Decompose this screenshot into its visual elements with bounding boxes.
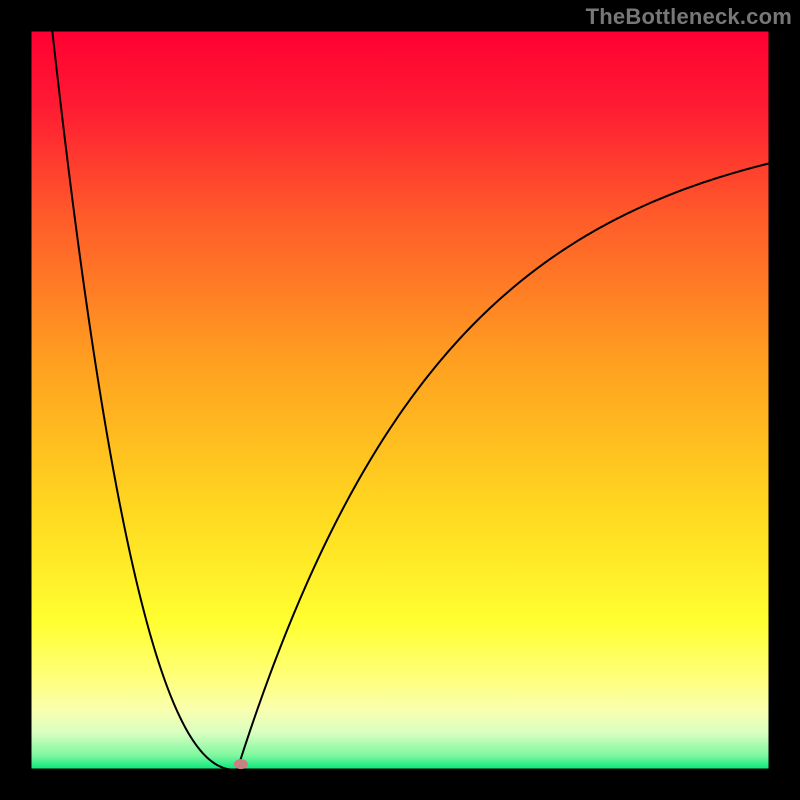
minimum-marker [234, 759, 248, 769]
watermark-text: TheBottleneck.com [586, 4, 792, 30]
chart-svg [0, 0, 800, 800]
plot-area [30, 30, 770, 770]
chart-container: TheBottleneck.com [0, 0, 800, 800]
